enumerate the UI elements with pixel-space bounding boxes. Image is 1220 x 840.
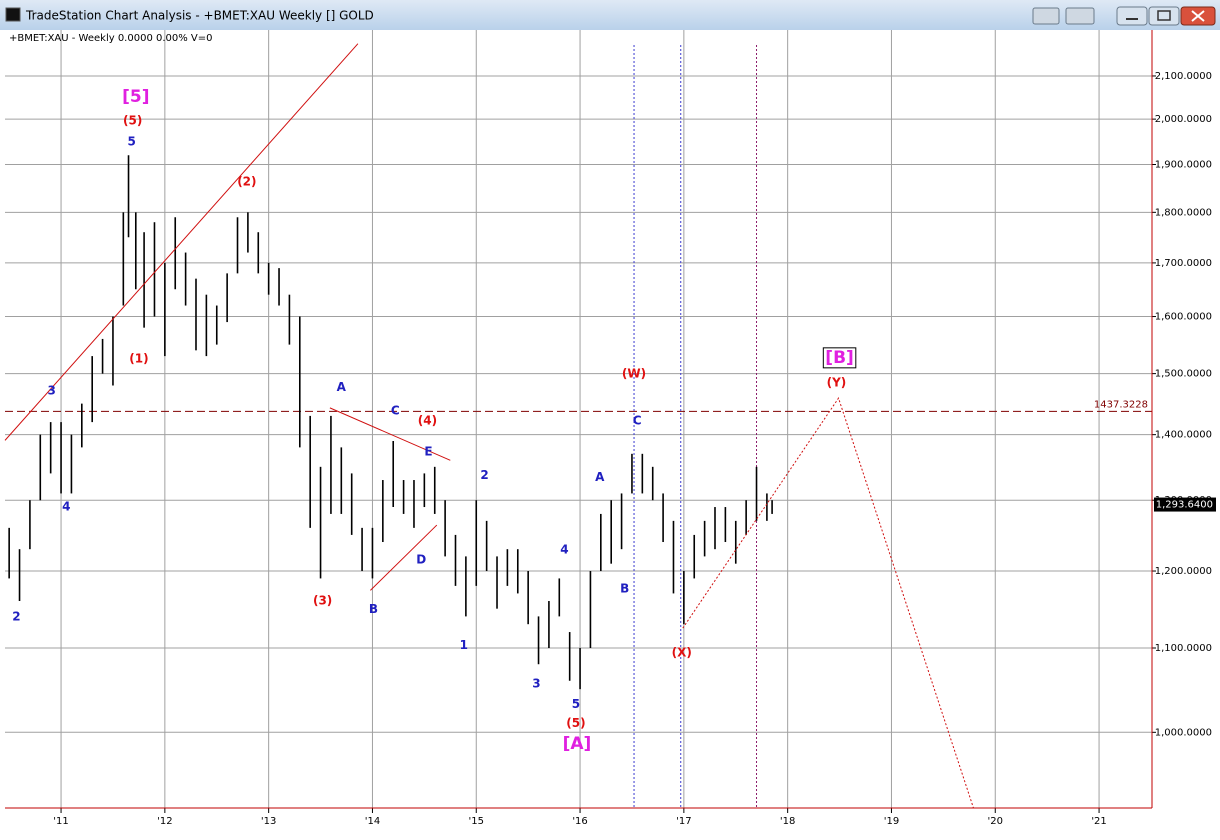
wave-label: (1) — [129, 351, 148, 365]
wave-label: 3 — [48, 383, 56, 397]
wave-label: 1 — [460, 638, 468, 652]
wave-label: (Y) — [827, 376, 847, 390]
y-tick-label: 2,000.0000 — [1155, 114, 1212, 125]
wave-label: 4 — [560, 542, 568, 556]
maximize-button[interactable] — [1148, 6, 1180, 26]
x-tick-label: '19 — [884, 816, 899, 827]
last-price-label: 1,293.6400 — [1156, 500, 1213, 511]
y-tick-label: 1,000.0000 — [1155, 727, 1212, 738]
wave-label: (3) — [313, 594, 332, 608]
wave-label: 5 — [572, 697, 580, 711]
trend-line — [682, 397, 974, 809]
app-icon — [5, 7, 21, 22]
chart-subtitle: +BMET:XAU - Weekly 0.0000 0.00% V=0 — [9, 33, 213, 44]
wave-label: 5 — [127, 134, 135, 148]
wave-label: B — [620, 581, 629, 595]
wave-label: (5) — [566, 716, 585, 730]
wave-label: (X) — [672, 645, 692, 659]
wave-label: 2 — [12, 610, 20, 624]
y-tick-label: 1,100.0000 — [1155, 643, 1212, 654]
wave-label: [5] — [122, 87, 149, 107]
wave-label: E — [424, 444, 432, 458]
wave-label: [B] — [825, 348, 854, 368]
trend-line — [370, 524, 438, 591]
wave-label: (5) — [123, 113, 142, 127]
x-tick-label: '14 — [365, 816, 380, 827]
y-tick-label: 1,700.0000 — [1155, 258, 1212, 269]
wave-label: 2 — [480, 468, 488, 482]
last-price-box — [1154, 497, 1216, 512]
y-tick-label: 1,500.0000 — [1155, 369, 1212, 380]
wave-label: A — [595, 470, 605, 484]
y-tick-label: 1,900.0000 — [1155, 160, 1212, 171]
x-tick-label: '12 — [157, 816, 172, 827]
wave-label: 4 — [62, 500, 70, 514]
wave-label: (4) — [418, 413, 437, 427]
wave-label: C — [391, 403, 400, 417]
trend-line — [4, 43, 359, 441]
symbol-button[interactable] — [1032, 7, 1060, 25]
x-tick-label: '13 — [261, 816, 276, 827]
x-tick-label: '15 — [469, 816, 484, 827]
wave-label: 3 — [532, 677, 540, 691]
trend-line — [329, 407, 451, 461]
maximize-icon — [1157, 10, 1171, 21]
wave-label: (W) — [622, 367, 646, 381]
x-tick-label: '20 — [988, 816, 1003, 827]
y-tick-label: 1,400.0000 — [1155, 430, 1212, 441]
wave-label: [A] — [563, 734, 592, 754]
level-label: 1437.3228 — [1094, 399, 1148, 410]
x-tick-label: '17 — [676, 816, 691, 827]
wave-label: (2) — [237, 174, 256, 188]
link-button[interactable] — [1065, 7, 1095, 25]
title-bar — [0, 0, 1220, 30]
x-tick-label: '16 — [572, 816, 587, 827]
chart-area — [0, 30, 1220, 836]
close-icon — [1191, 10, 1205, 22]
x-tick-label: '21 — [1091, 816, 1106, 827]
window-title: TradeStation Chart Analysis - +BMET:XAU … — [25, 9, 374, 23]
label-box — [822, 347, 857, 369]
y-tick-label: 2,100.0000 — [1155, 71, 1212, 82]
y-tick-label: 1,600.0000 — [1155, 312, 1212, 323]
wave-label: C — [633, 413, 642, 427]
y-tick-label: 1,800.0000 — [1155, 207, 1212, 218]
y-tick-label: 1,200.0000 — [1155, 566, 1212, 577]
wave-label: B — [369, 602, 378, 616]
x-tick-label: '11 — [53, 816, 68, 827]
wave-label: A — [337, 380, 347, 394]
x-tick-label: '18 — [780, 816, 795, 827]
wave-label: D — [416, 553, 426, 567]
minimize-button[interactable] — [1116, 6, 1148, 26]
